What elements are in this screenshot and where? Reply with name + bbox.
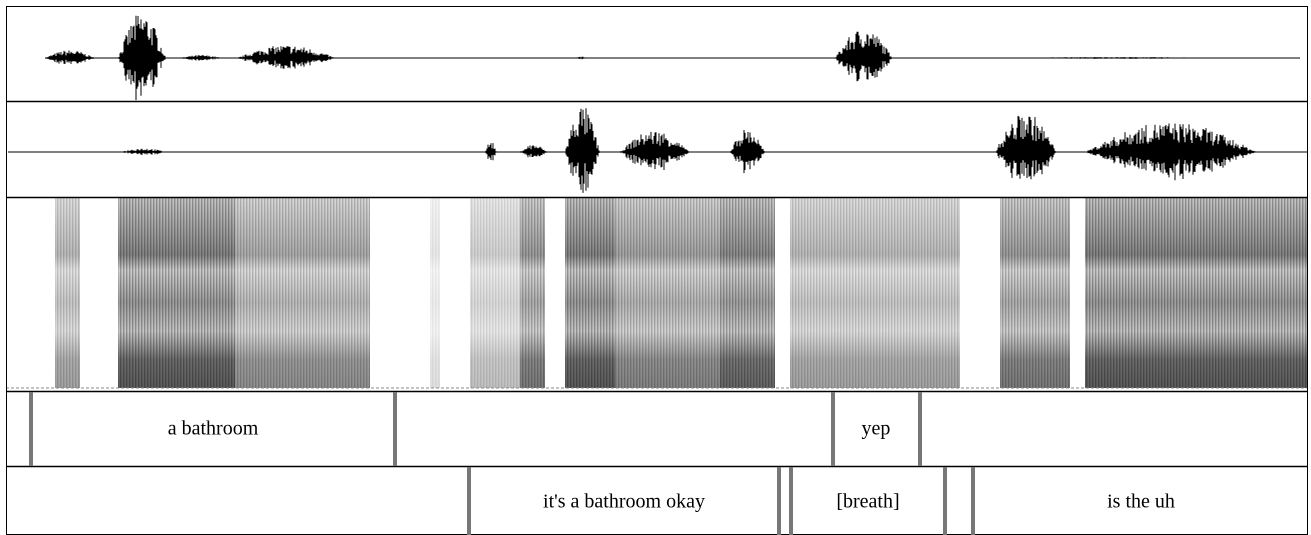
tier-2-boundaries	[467, 467, 975, 535]
spectrogram-texture	[1085, 198, 1308, 388]
spectrogram-texture	[720, 198, 775, 388]
interval-label[interactable]: it's a bathroom okay	[543, 491, 705, 513]
waveforms	[8, 15, 1308, 193]
spectrogram-texture	[1000, 198, 1070, 388]
waveform	[45, 15, 1300, 101]
spectrogram-texture	[55, 198, 80, 388]
spectrogram-texture	[615, 198, 720, 388]
spectrogram-texture	[790, 198, 960, 388]
tier-1-boundaries	[29, 392, 922, 466]
interval-label[interactable]: [breath]	[836, 491, 899, 513]
waveform	[8, 108, 1308, 193]
spectrogram-texture	[118, 198, 235, 388]
spectrogram-texture	[470, 198, 520, 388]
spectrogram	[55, 198, 1308, 388]
interval-label[interactable]: yep	[862, 418, 891, 440]
spectrogram-texture	[430, 198, 440, 388]
spectrogram-texture	[520, 198, 545, 388]
interval-label[interactable]: a bathroom	[168, 418, 259, 440]
interval-label[interactable]: is the uh	[1107, 491, 1175, 513]
spectrogram-texture	[565, 198, 615, 388]
spectrogram-texture	[235, 198, 370, 388]
